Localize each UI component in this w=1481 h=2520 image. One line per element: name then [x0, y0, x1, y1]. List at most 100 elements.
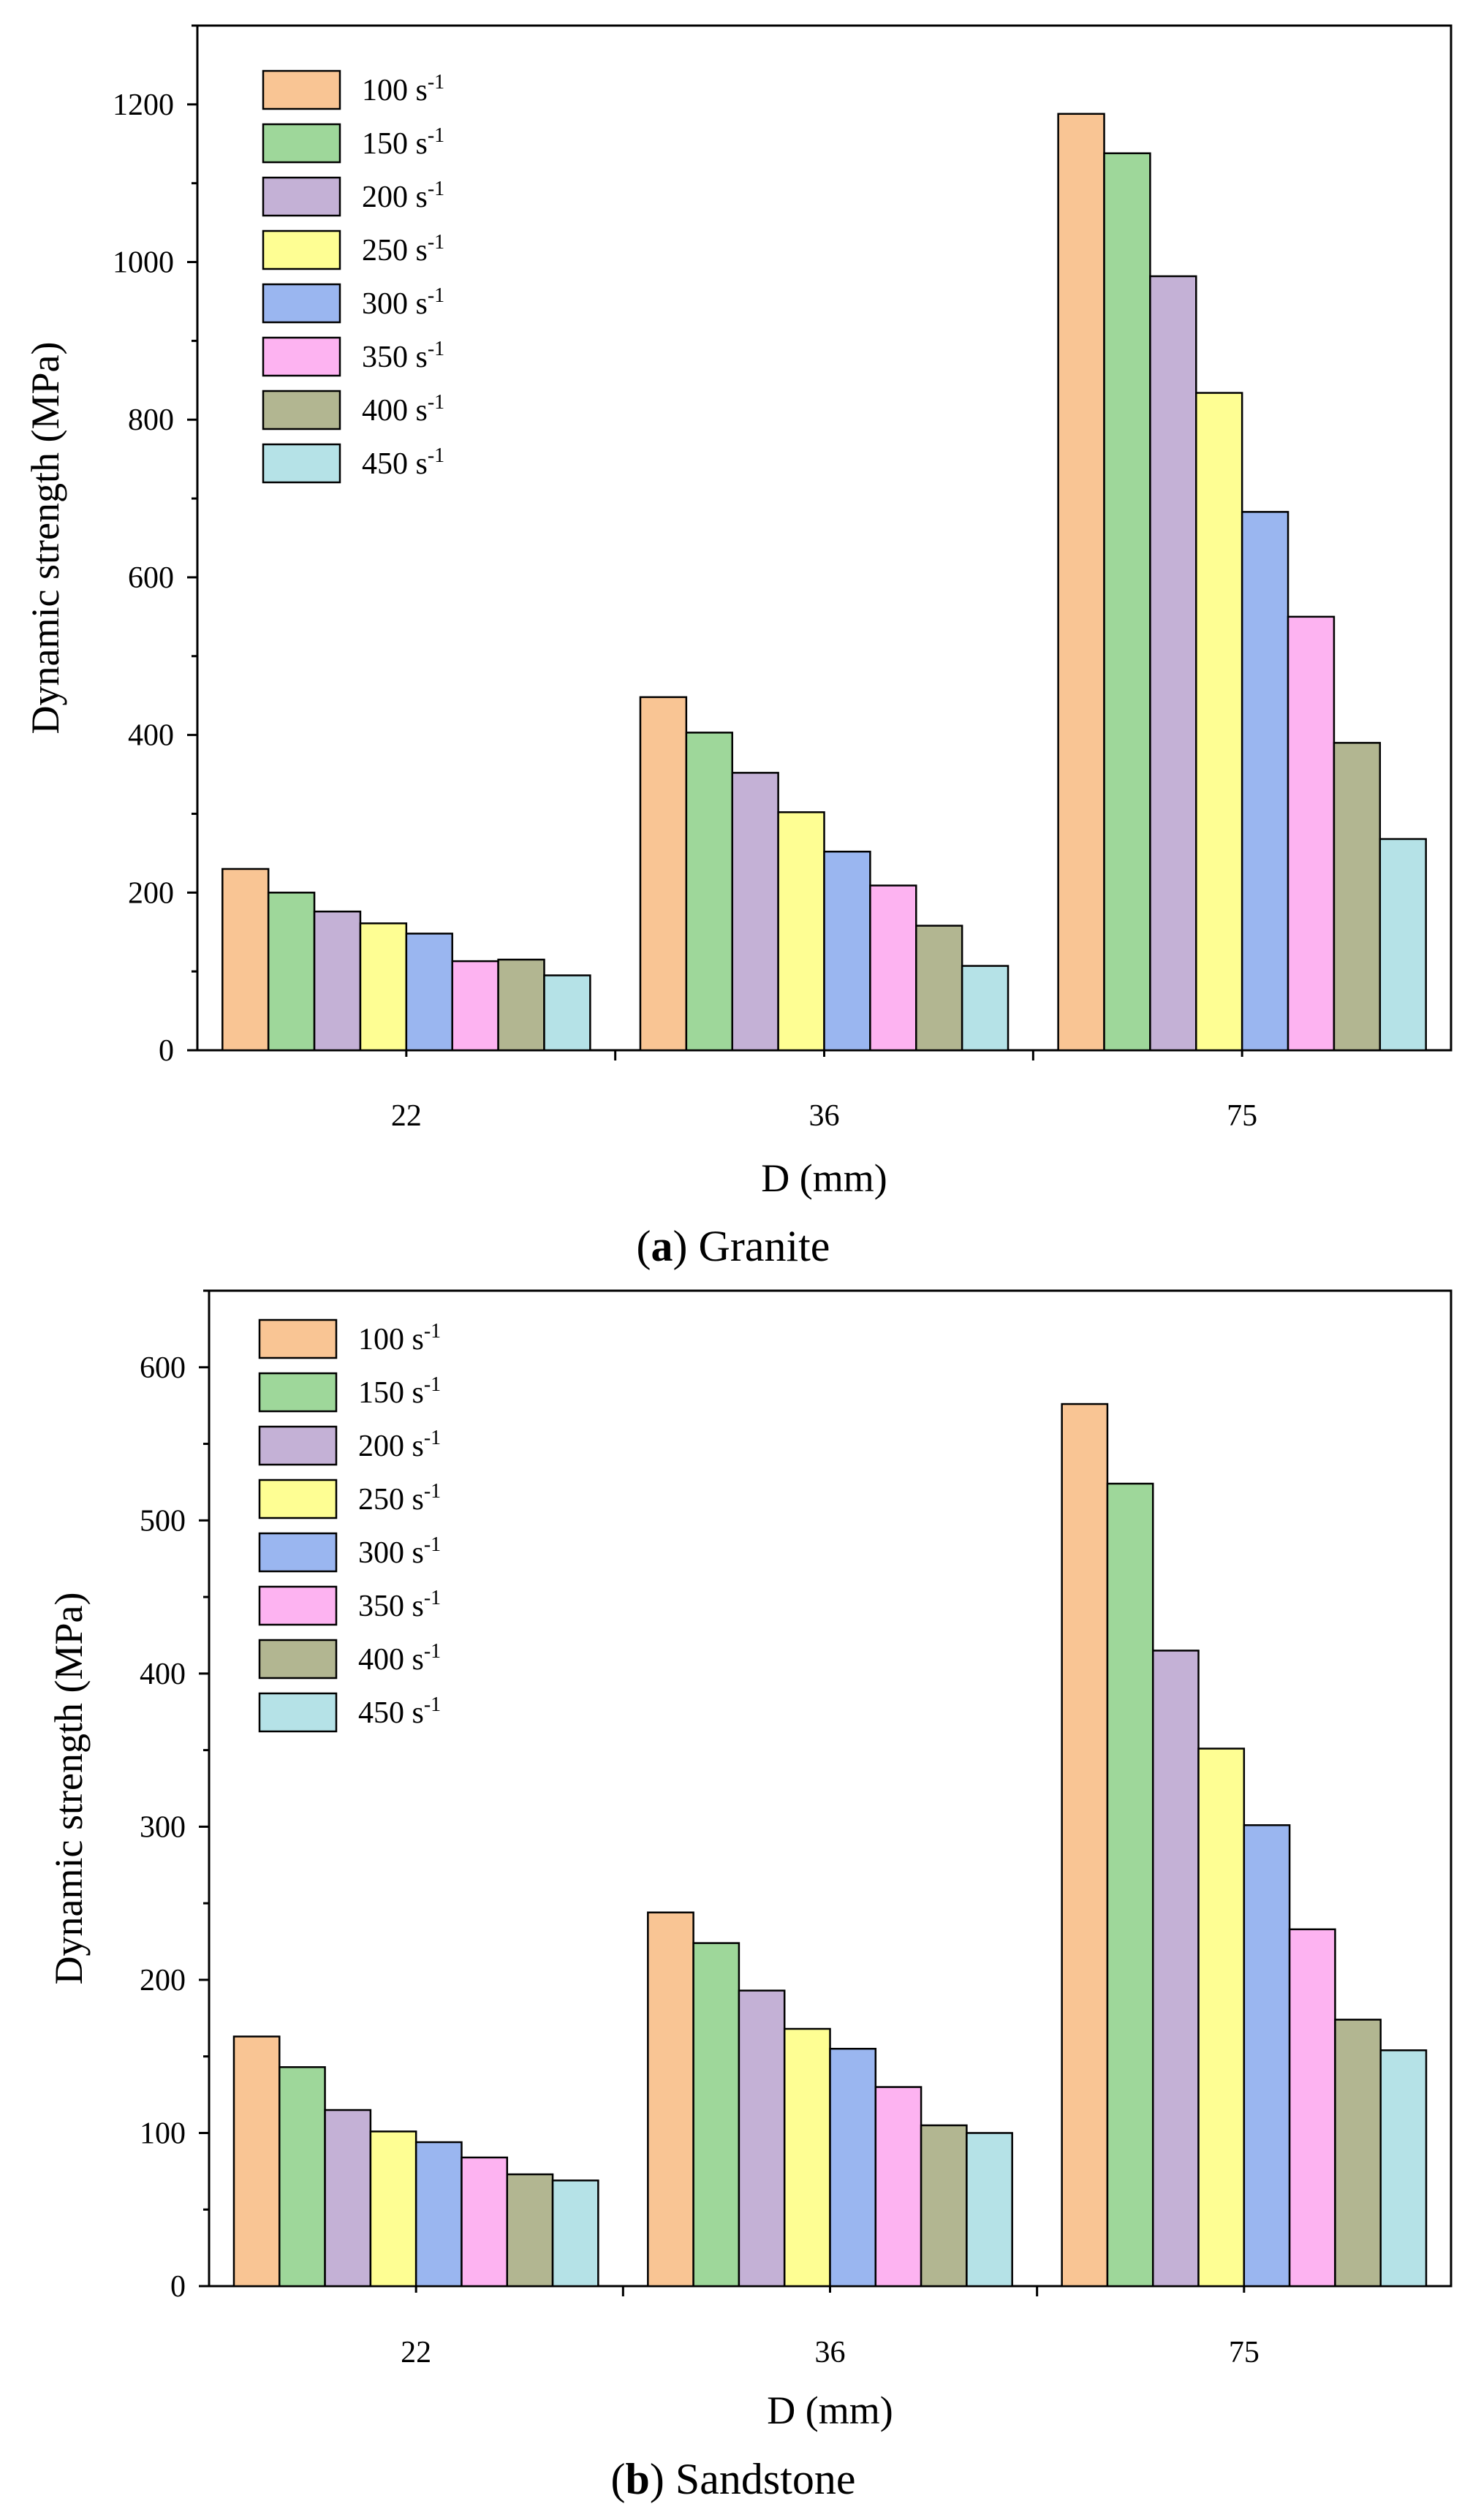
bar-b-36-0	[647, 1911, 694, 2288]
bar-b-36-7	[966, 2132, 1013, 2288]
y-tick-label: 400	[140, 1658, 186, 1691]
bar-a-36-2	[731, 772, 779, 1052]
bar-a-22-0	[221, 868, 270, 1052]
legend-swatch	[262, 176, 341, 217]
panel-caption: (b) Sandstone	[611, 2455, 856, 2503]
legend-label: 400 s-1	[358, 1640, 441, 1677]
caption-text: Granite	[699, 1222, 830, 1270]
legend-label-text: 100 s	[358, 1323, 424, 1356]
bar-a-36-3	[777, 811, 825, 1052]
bar-a-75-1	[1103, 152, 1151, 1052]
bar-b-36-2	[738, 1989, 786, 2288]
bar-b-75-4	[1243, 1824, 1291, 2288]
bar-b-36-3	[783, 2027, 831, 2288]
legend-swatch	[258, 1532, 338, 1573]
bar-b-22-1	[279, 2066, 326, 2288]
y-axis-title: Dynamic strength (MPa)	[47, 1593, 91, 1985]
legend-label-text: 250 s	[362, 234, 428, 267]
bar-a-36-6	[915, 925, 963, 1052]
legend-label-superscript: -1	[424, 1373, 441, 1396]
bar-a-22-3	[359, 922, 408, 1052]
caption-letter: b	[625, 2455, 649, 2503]
bar-a-75-7	[1379, 838, 1427, 1052]
caption-letter: a	[651, 1222, 673, 1270]
legend-label: 150 s-1	[358, 1373, 441, 1410]
legend-label-superscript: -1	[424, 1427, 441, 1449]
y-tick-label: 500	[140, 1504, 186, 1538]
legend-label-superscript: -1	[428, 124, 444, 147]
legend-label-text: 400 s	[358, 1643, 424, 1677]
legend-label-text: 400 s	[362, 394, 428, 428]
legend-swatch	[262, 229, 341, 270]
legend-swatch	[262, 336, 341, 377]
y-tick-label: 100	[140, 2117, 186, 2150]
bar-a-22-4	[405, 933, 453, 1052]
y-axis-title: Dynamic strength (MPa)	[23, 342, 67, 735]
y-tick-label: 300	[140, 1810, 186, 1844]
bar-b-75-0	[1061, 1403, 1109, 2288]
legend-label: 350 s-1	[358, 1587, 441, 1623]
legend-swatch	[258, 1425, 338, 1466]
y-tick-label: 0	[159, 1034, 174, 1068]
legend-label: 250 s-1	[362, 231, 444, 267]
bar-b-22-0	[232, 2035, 281, 2288]
legend-swatch	[258, 1479, 338, 1519]
panel-caption: (a) Granite	[637, 1222, 830, 1270]
legend-label-superscript: -1	[428, 284, 444, 307]
x-tick-label: 22	[391, 1099, 422, 1133]
bar-b-75-1	[1106, 1482, 1154, 2288]
legend-label-superscript: -1	[428, 338, 444, 360]
legend-swatch	[258, 1372, 338, 1413]
legend-label-superscript: -1	[424, 1320, 441, 1343]
x-axis-title: D (mm)	[761, 1156, 887, 1200]
chart-panel-a: 0 200 400 600 800 1000 1200 Dynamic strength (M…	[23, 24, 1452, 1270]
legend-label-text: 350 s	[362, 341, 428, 374]
legend-label-text: 300 s	[362, 287, 428, 321]
bar-b-75-2	[1151, 1650, 1200, 2288]
y-tick-label: 800	[128, 403, 174, 437]
legend-label-text: 300 s	[358, 1536, 424, 1570]
bar-b-22-7	[551, 2179, 599, 2288]
bar-b-22-6	[506, 2173, 554, 2288]
bar-b-36-6	[920, 2124, 968, 2288]
legend-swatch	[262, 390, 341, 430]
legend-label-superscript: -1	[424, 1587, 441, 1609]
bar-a-36-1	[685, 732, 733, 1052]
legend-label: 350 s-1	[362, 338, 444, 374]
bar-a-22-6	[497, 958, 545, 1052]
bar-b-22-3	[369, 2130, 417, 2288]
legend-label: 100 s-1	[362, 71, 444, 107]
y-tick-label: 0	[170, 2270, 186, 2304]
legend-swatch	[258, 1639, 338, 1680]
legend-label: 450 s-1	[362, 444, 444, 481]
caption-paren: (	[637, 1222, 651, 1270]
x-tick-label: 36	[815, 2336, 846, 2369]
bar-a-36-7	[961, 965, 1010, 1052]
legend-label-text: 200 s	[362, 181, 428, 214]
caption-paren: )	[650, 2455, 675, 2503]
x-tick-label: 75	[1227, 1099, 1257, 1133]
bar-a-75-5	[1287, 615, 1336, 1052]
bar-b-36-4	[829, 2047, 877, 2288]
legend-label-text: 150 s	[362, 127, 428, 161]
y-tick-label: 600	[140, 1351, 186, 1385]
legend-label-superscript: -1	[424, 1640, 441, 1663]
legend-label-text: 250 s	[358, 1483, 424, 1517]
legend-swatch	[262, 283, 341, 324]
legend-label-text: 450 s	[358, 1696, 424, 1730]
x-tick-label: 22	[401, 2336, 431, 2369]
y-tick-label: 1000	[113, 246, 174, 280]
legend-label: 100 s-1	[358, 1320, 441, 1356]
bar-b-75-5	[1288, 1928, 1336, 2288]
legend-label-text: 200 s	[358, 1430, 424, 1463]
bar-a-36-0	[639, 696, 688, 1052]
x-tick-label: 36	[809, 1099, 840, 1133]
y-tick-label: 200	[140, 1964, 186, 1997]
legend-label: 150 s-1	[362, 124, 444, 161]
bar-b-22-4	[414, 2141, 463, 2288]
y-tick-label: 600	[128, 561, 174, 595]
bar-a-75-6	[1333, 742, 1382, 1052]
legend-label-superscript: -1	[428, 231, 444, 254]
